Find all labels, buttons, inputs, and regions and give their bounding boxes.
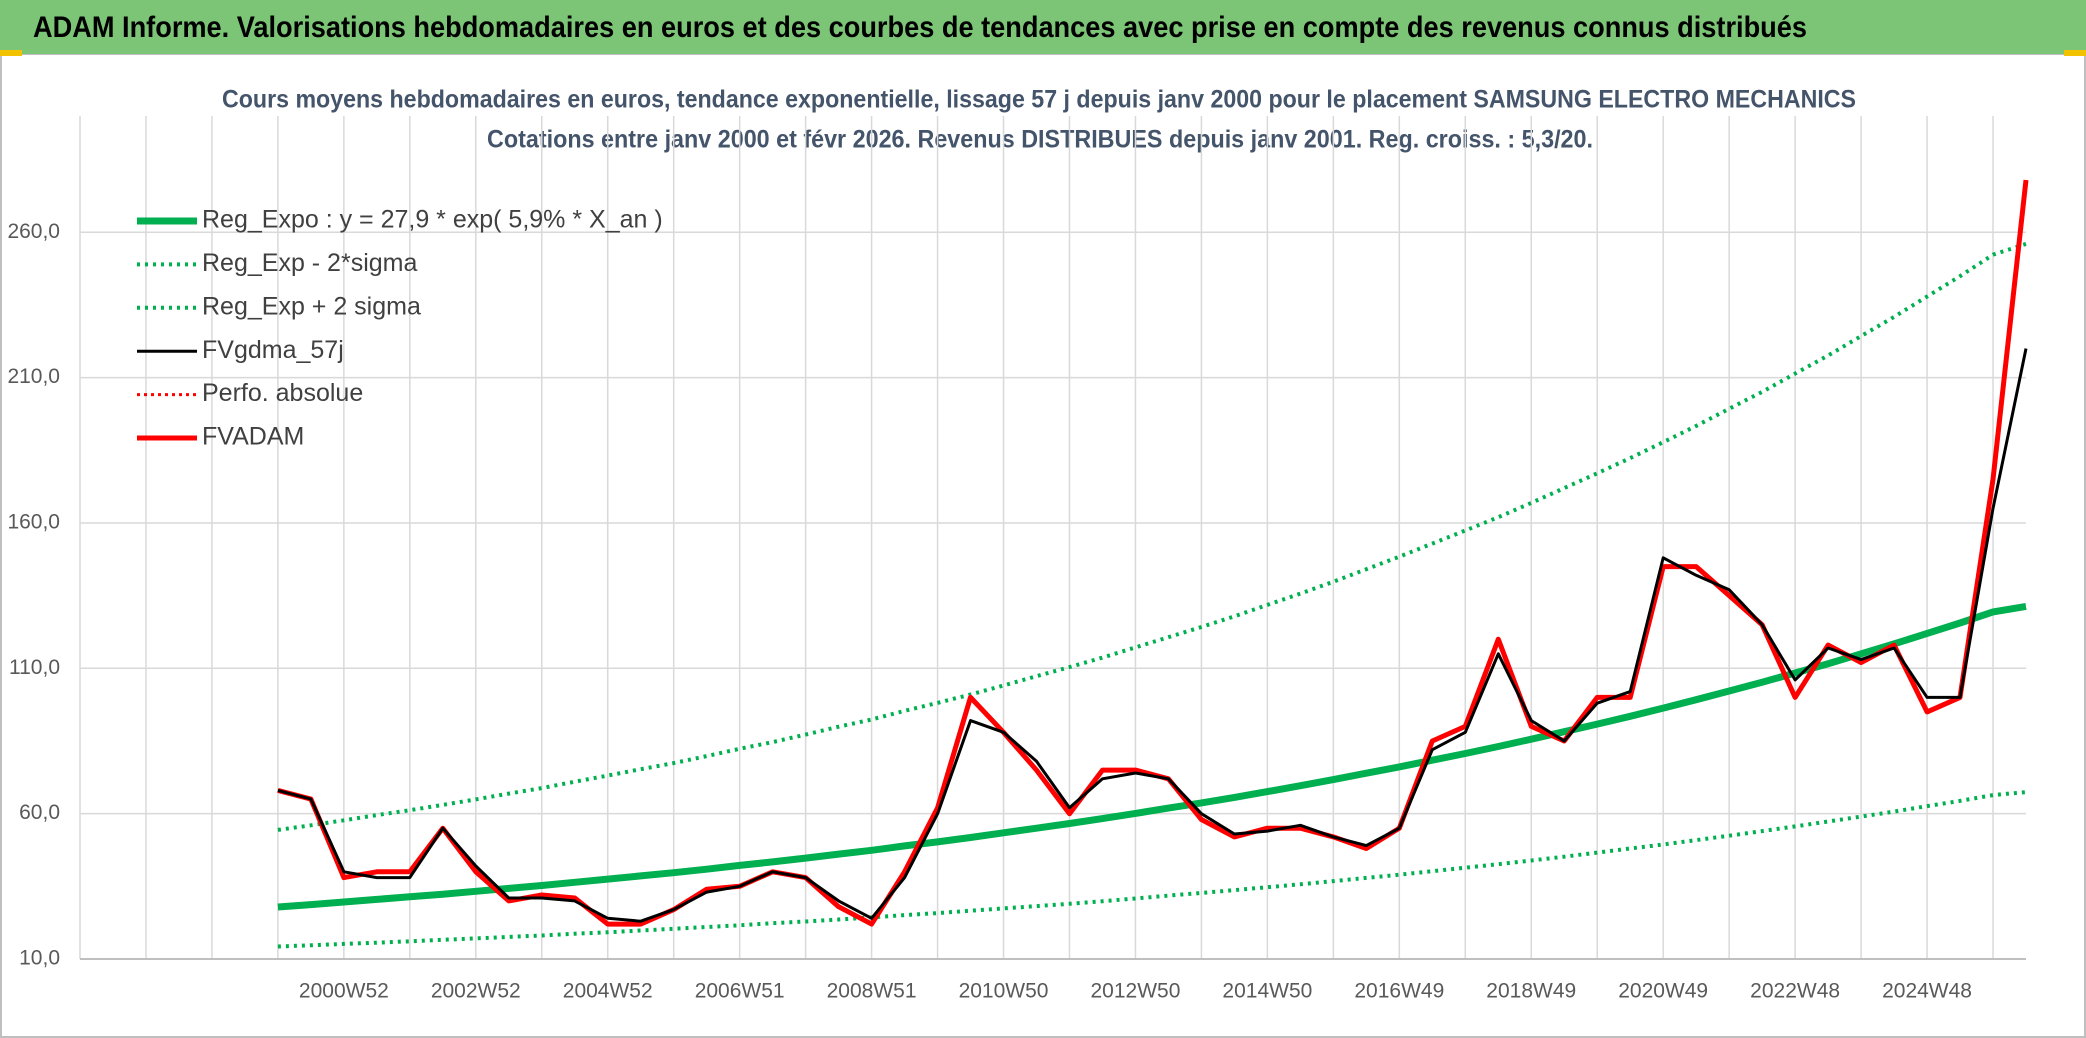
legend-label: Reg_Exp + 2 sigma: [202, 292, 421, 320]
legend-label: FVADAM: [202, 423, 304, 451]
header-title: ADAM Informe. Valorisations hebdomadaire…: [33, 11, 1807, 44]
x-tick-label: 2000W52: [299, 980, 389, 1003]
y-tick-label: 10,0: [19, 947, 60, 970]
legend-label: Reg_Exp - 2*sigma: [202, 249, 417, 277]
legend-label: Reg_Expo : y = 27,9 * exp( 5,9% * X_an ): [202, 206, 663, 234]
y-tick-label: 160,0: [7, 511, 60, 534]
x-tick-label: 2002W52: [431, 980, 521, 1003]
x-tick-label: 2004W52: [563, 980, 653, 1003]
legend-label: Perfo. absolue: [202, 379, 363, 407]
chart-subtitle: Cotations entre janv 2000 et févr 2026. …: [487, 126, 1593, 154]
x-tick-label: 2006W51: [695, 980, 785, 1003]
x-tick-label: 2010W50: [959, 980, 1049, 1003]
x-tick-label: 2018W49: [1486, 980, 1576, 1003]
chart-title: Cours moyens hebdomadaires en euros, ten…: [222, 86, 1856, 114]
header-bar: [0, 0, 2086, 54]
corner: [2064, 50, 2086, 56]
series-line: [277, 348, 2028, 923]
x-tick-label: 2012W50: [1091, 980, 1181, 1003]
corner: [0, 50, 22, 56]
series-line: [277, 602, 2027, 911]
y-tick-label: 60,0: [19, 801, 60, 824]
x-tick-label: 2008W51: [827, 980, 917, 1003]
x-tick-label: 2014W50: [1222, 980, 1312, 1003]
y-tick-label: 110,0: [9, 656, 60, 679]
y-tick-label: 210,0: [7, 365, 60, 388]
x-tick-label: 2022W48: [1750, 980, 1840, 1003]
x-tick-label: 2020W49: [1618, 980, 1708, 1003]
x-tick-label: 2024W48: [1882, 980, 1972, 1003]
legend-label: FVgdma_57j: [202, 336, 344, 364]
x-tick-label: 2016W49: [1354, 980, 1444, 1003]
y-tick-label: 260,0: [7, 220, 60, 243]
